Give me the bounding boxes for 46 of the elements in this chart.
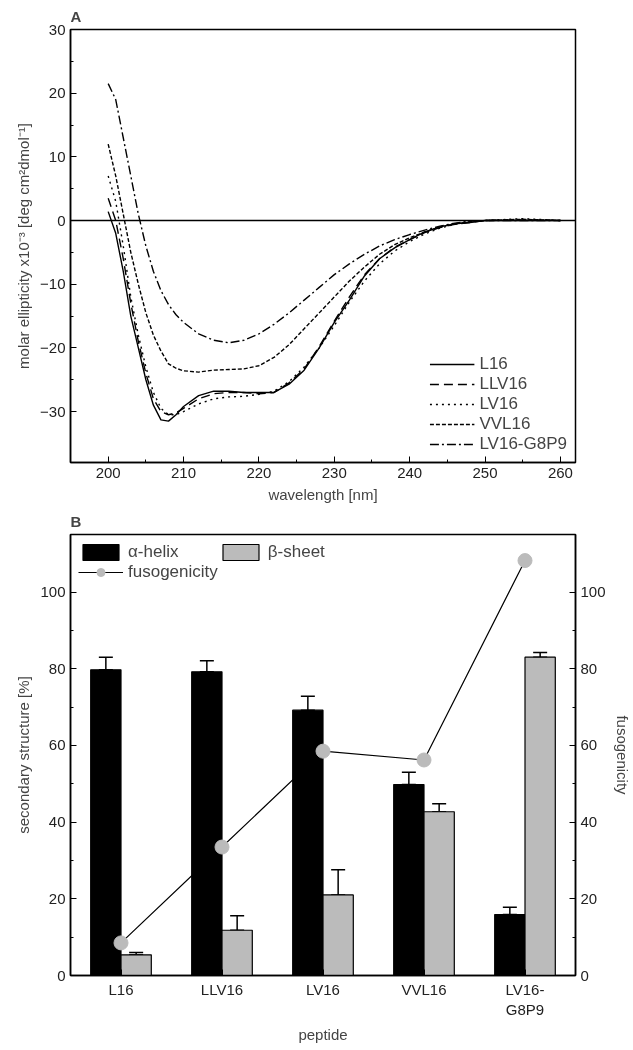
x-tick-label: 210 xyxy=(171,463,197,481)
y-tick-label: 0 xyxy=(57,966,66,984)
y2-tick-label: 100 xyxy=(580,583,606,601)
x-tick-label: 200 xyxy=(95,463,121,481)
x-axis-title: wavelength [nm] xyxy=(267,485,378,503)
x-axis-title: peptide xyxy=(298,1025,348,1043)
y2-tick-label: 40 xyxy=(580,813,598,831)
x-tick-label: LV16-G8P9 xyxy=(505,980,545,1018)
legend-label: L16 xyxy=(479,354,508,374)
x-tick-label: 220 xyxy=(246,463,272,481)
chart-title: A xyxy=(70,7,82,25)
x-tick-label: 260 xyxy=(547,463,573,481)
x-tick-label: LV16 xyxy=(306,980,340,998)
legend-label: VVL16 xyxy=(479,414,531,434)
y-tick-label: 30 xyxy=(48,20,66,38)
y-tick-label: 0 xyxy=(57,211,66,229)
y-tick-label: 20 xyxy=(48,84,66,102)
y2-tick-label: 20 xyxy=(580,889,598,907)
y-tick-label: 60 xyxy=(48,736,66,754)
x-tick-label: LLV16 xyxy=(200,980,244,998)
y-tick-label: −20 xyxy=(40,338,66,356)
y-tick-label: −30 xyxy=(40,402,66,420)
y-tick-label: 80 xyxy=(48,659,66,677)
x-tick-label: 240 xyxy=(397,463,423,481)
y-tick-label: −10 xyxy=(40,275,66,293)
legend-label: fusogenicity xyxy=(128,562,218,582)
x-tick-label: 250 xyxy=(472,463,498,481)
legend-label: α-helix xyxy=(128,542,179,562)
y-tick-label: 40 xyxy=(48,813,66,831)
y-axis-title: molar ellipticity x10⁻³ [deg cm²dmol⁻¹] xyxy=(15,123,33,369)
legend-label: LV16-G8P9 xyxy=(479,434,567,454)
x-tick-label: VVL16 xyxy=(401,980,447,998)
y-tick-label: 10 xyxy=(48,147,66,165)
y-axis-title: secondary structure [%] xyxy=(15,676,33,834)
y-tick-label: 100 xyxy=(40,583,66,601)
y2-tick-label: 60 xyxy=(580,736,598,754)
chart-title: B xyxy=(70,512,82,530)
y2-tick-label: 80 xyxy=(580,659,598,677)
y-tick-label: 20 xyxy=(48,889,66,907)
legend-label: β-sheet xyxy=(267,542,325,562)
legend-label: LV16 xyxy=(479,394,518,414)
legend-label: LLV16 xyxy=(479,374,528,394)
x-tick-label: L16 xyxy=(108,980,134,998)
y2-tick-label: 0 xyxy=(580,966,589,984)
y2-axis-title: fusogenicity xyxy=(613,715,631,796)
x-tick-label: 230 xyxy=(321,463,347,481)
